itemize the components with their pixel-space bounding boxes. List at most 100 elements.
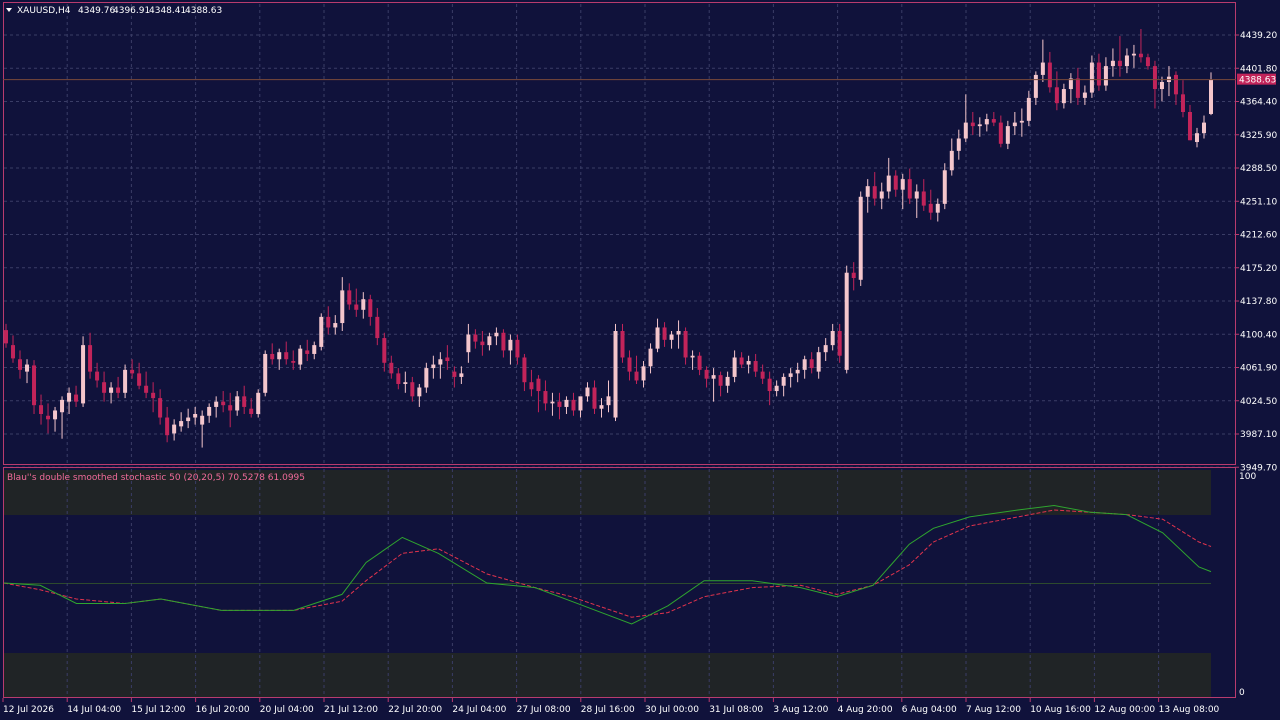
time-tick-label: 30 Jul 00:00	[645, 705, 699, 715]
price-tick-label: 4401.80	[1240, 64, 1277, 74]
candle-body	[1138, 53, 1143, 58]
candle-body	[165, 417, 170, 436]
candle-body	[662, 327, 667, 340]
candle-body	[466, 334, 471, 353]
candle-body	[802, 359, 807, 370]
candle-body	[326, 316, 331, 328]
candle-body	[123, 369, 128, 393]
time-tick-label: 3 Aug 12:00	[773, 705, 828, 715]
indicator-title: Blau''s double smoothed stochastic 50 (2…	[7, 473, 305, 483]
candle-body	[634, 371, 639, 381]
candle-body	[46, 415, 51, 420]
price-tick-label: 4175.20	[1240, 264, 1277, 274]
candle-body	[795, 369, 800, 374]
time-tick-label: 24 Jul 04:00	[452, 705, 506, 715]
candle-body	[39, 405, 44, 415]
candle-body	[599, 405, 604, 409]
candle-body	[1209, 79, 1213, 114]
candle-body	[333, 323, 338, 328]
time-tick-label: 6 Aug 04:00	[902, 705, 957, 715]
candle-body	[102, 382, 107, 393]
chevron-down-icon[interactable]	[6, 8, 12, 12]
time-tick-label: 7 Aug 12:00	[966, 705, 1021, 715]
candle-body	[711, 375, 716, 379]
candle-body	[998, 122, 1003, 144]
candle-body	[270, 353, 275, 360]
candle-body	[935, 203, 940, 213]
candle-body	[137, 373, 142, 386]
candle-body	[977, 124, 982, 127]
candle-body	[725, 376, 730, 386]
candle-body	[221, 401, 226, 406]
candle-body	[1103, 66, 1108, 86]
ohlc-high: 4396.91	[113, 6, 150, 16]
price-tick-label: 3949.70	[1240, 463, 1277, 473]
indicator-pane-border	[3, 467, 1236, 698]
candle-body	[1061, 89, 1066, 104]
candle-body	[914, 191, 919, 199]
price-axis: 4439.20 4401.80 4364.40 4325.90 4288.50 4251.…	[1235, 31, 1277, 473]
candle-body	[648, 348, 653, 367]
candle-body	[1096, 62, 1101, 86]
candle-body	[417, 387, 422, 397]
candle-body	[1040, 62, 1045, 75]
candle-body	[823, 345, 828, 353]
stochastic-signal-line	[3, 509, 1212, 618]
time-tick-label: 28 Jul 16:00	[581, 705, 635, 715]
candle-body	[893, 175, 898, 190]
candle-body	[956, 138, 961, 151]
candle-body	[564, 399, 569, 407]
price-tick-label: 4325.90	[1240, 131, 1277, 141]
candle-body	[312, 345, 317, 354]
candle-body	[571, 399, 576, 411]
candle-body	[1194, 133, 1199, 143]
candle-body	[585, 387, 590, 397]
candle-body	[949, 150, 954, 171]
candle-body	[144, 385, 149, 393]
candle-body	[494, 332, 499, 337]
candle-body	[606, 396, 611, 406]
candle-body	[592, 387, 597, 409]
price-pane-border	[3, 2, 1236, 465]
candle-body	[1152, 66, 1157, 90]
time-tick-label: 16 Jul 20:00	[196, 705, 250, 715]
candle-body	[389, 362, 394, 374]
candlestick-series[interactable]	[4, 28, 1213, 448]
candle-body	[291, 361, 296, 363]
candle-body	[991, 119, 996, 123]
time-tick-label: 12 Jul 2026	[3, 705, 54, 715]
candle-body	[53, 410, 58, 420]
overbought-zone	[4, 470, 1211, 515]
candle-body	[1110, 60, 1115, 67]
time-tick-label: 10 Aug 16:00	[1030, 705, 1091, 715]
candle-body	[186, 417, 191, 422]
candle-body	[984, 119, 989, 125]
candle-body	[858, 196, 863, 280]
candle-body	[921, 191, 926, 206]
candle-body	[340, 290, 345, 324]
candle-body	[88, 345, 93, 372]
candle-body	[627, 357, 632, 372]
symbol-label: XAUUSD,H4	[17, 6, 71, 16]
candle-body	[816, 352, 821, 372]
candle-body	[375, 316, 380, 339]
candle-body	[1124, 55, 1129, 67]
candle-body	[459, 373, 464, 377]
candle-body	[445, 357, 450, 362]
candle-body	[879, 191, 884, 199]
candle-body	[1082, 92, 1087, 98]
candle-body	[907, 179, 912, 199]
candle-body	[1180, 94, 1185, 113]
candle-body	[739, 357, 744, 365]
candle-body	[382, 338, 387, 363]
candle-body	[368, 299, 373, 317]
time-axis: 12 Jul 2026 14 Jul 04:00 15 Jul 12:00 16 Ju…	[2, 698, 1220, 715]
candle-body	[1075, 78, 1080, 98]
candle-body	[1033, 74, 1038, 98]
candle-body	[837, 330, 842, 356]
candle-body	[508, 339, 513, 351]
candle-body	[620, 330, 625, 358]
candle-body	[228, 405, 233, 411]
price-tick-label: 4212.60	[1240, 231, 1277, 241]
